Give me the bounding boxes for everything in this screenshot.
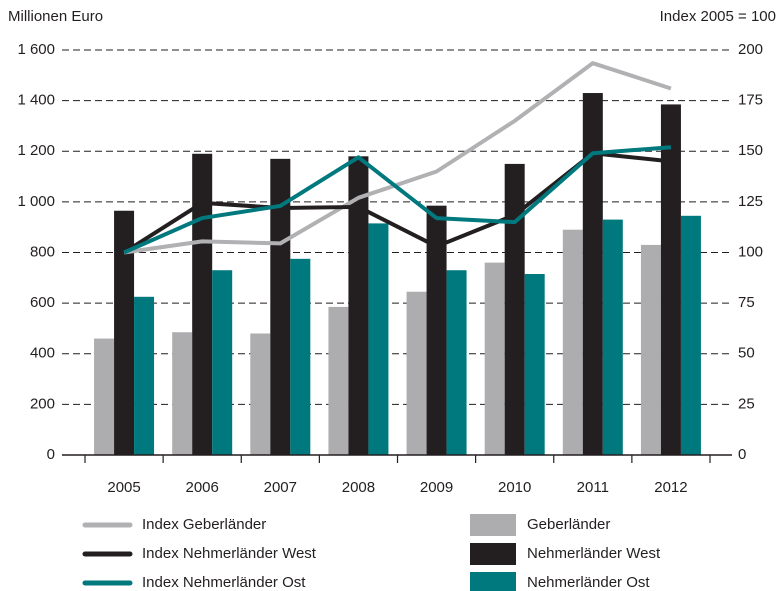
bar [192,153,213,455]
x-tick-label: 2005 [107,479,140,496]
bar [602,219,623,455]
y-tick-label: 800 [30,243,55,260]
bar [484,262,505,455]
bar [172,332,193,455]
bar [250,333,271,455]
legend-label: Index Nehmerländer Ost [142,574,306,591]
bar [680,215,701,455]
legend-label: Index Geberländer [142,516,266,533]
legend-label: Nehmerländer West [527,545,661,562]
legend-label: Index Nehmerländer West [142,545,317,562]
y-tick-label: 1 200 [17,142,55,159]
x-tick-label: 2010 [498,479,531,496]
x-tick-label: 2009 [420,479,453,496]
legend-swatch [470,572,516,591]
bar [290,258,311,455]
legend-swatch [470,543,516,565]
y2-tick-label: 125 [738,193,763,210]
bar [426,205,447,455]
y2-axis-label: Index 2005 = 100 [660,8,776,25]
bar [562,229,583,455]
y-tick-label: 1 600 [17,41,55,58]
bar [212,270,233,455]
bar [640,244,661,455]
y2-tick-label: 150 [738,142,763,159]
x-tick-label: 2012 [654,479,687,496]
index-line [123,61,672,255]
y-tick-label: 400 [30,345,55,362]
bar [524,274,545,455]
x-tick-label: 2008 [342,479,375,496]
y-tick-label: 200 [30,395,55,412]
y2-tick-label: 50 [738,345,755,362]
y2-tick-label: 100 [738,243,763,260]
legend-swatch [470,514,516,536]
bar [582,93,603,455]
x-tick-label: 2011 [577,479,609,496]
bar [270,158,291,455]
y2-tick-label: 0 [738,446,746,463]
bar [368,223,389,455]
bar [348,156,369,455]
y-tick-label: 1 000 [17,193,55,210]
index-line [123,145,672,255]
bar [328,306,349,455]
bar [134,296,155,455]
x-tick-label: 2006 [186,479,219,496]
legend-label: Nehmerländer Ost [527,574,650,591]
y-tick-label: 600 [30,294,55,311]
y2-tick-label: 25 [738,395,755,412]
y-axis-label: Millionen Euro [8,8,103,25]
y2-tick-label: 75 [738,294,755,311]
bar [114,210,135,455]
y-tick-label: 0 [47,446,55,463]
legend-label: Geberländer [527,516,610,533]
y-tick-label: 1 400 [17,92,55,109]
bar [94,338,115,455]
bar [406,291,427,455]
bar [446,270,467,455]
bar [504,163,525,455]
x-tick-label: 2007 [264,479,297,496]
bar [660,104,681,455]
y2-tick-label: 175 [738,92,763,109]
y2-tick-label: 200 [738,41,763,58]
